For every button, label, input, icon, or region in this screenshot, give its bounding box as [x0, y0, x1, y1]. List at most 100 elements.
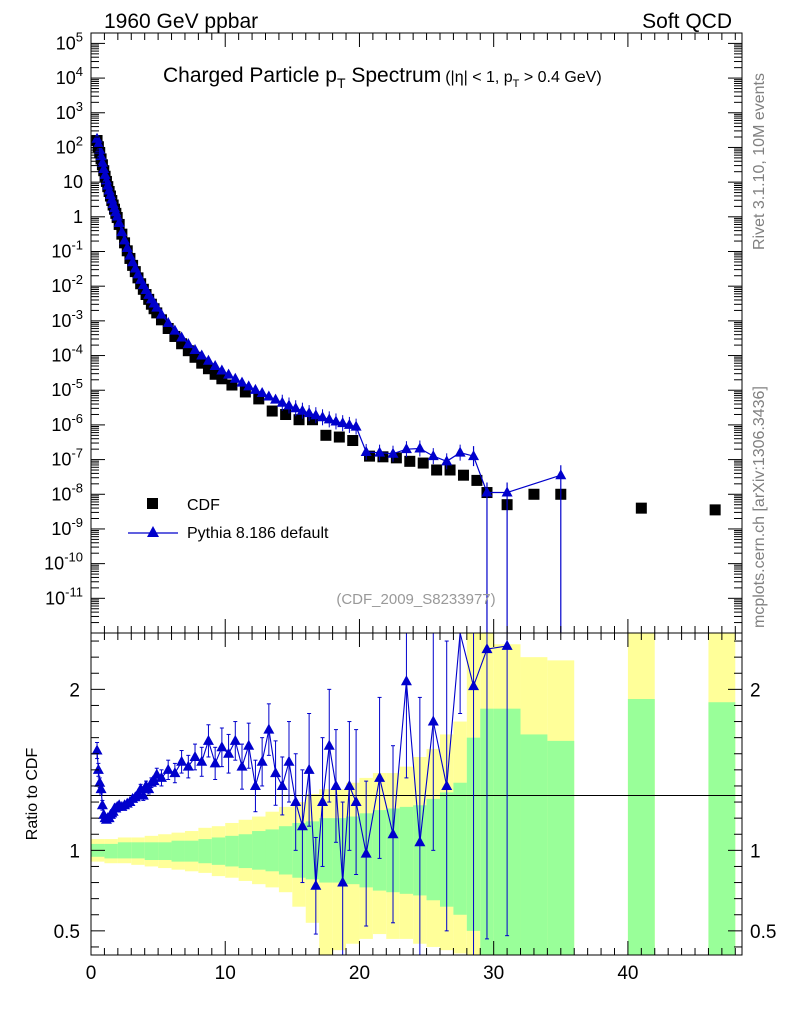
uncertainty-band-inner — [265, 829, 279, 872]
ratio-point — [374, 771, 386, 782]
chart-title: Charged Particle pT Spectrum (|η| < 1, pT… — [163, 64, 602, 91]
pythia-point — [501, 486, 513, 497]
pythia-point — [350, 420, 362, 431]
uncertainty-band-inner — [453, 782, 467, 915]
pythia-point — [303, 407, 315, 418]
ratio-panel: 0 10 20 30 40 0.5 0.5 1 1 2 2 Ratio to CDF — [24, 632, 776, 984]
cdf-point — [347, 435, 359, 447]
y-tick-label: 105 — [56, 29, 83, 53]
cdf-point — [320, 429, 332, 441]
pythia-point — [323, 413, 335, 424]
title-cuts2: > 0.4 GeV) — [519, 69, 601, 86]
uncertainty-band-inner — [627, 699, 655, 955]
x-tick-label: 30 — [483, 963, 504, 984]
ratio-point — [148, 775, 160, 786]
y-tick-label: 1 — [73, 207, 83, 227]
ratio-tick-label: 0.5 — [54, 922, 80, 943]
ratio-point — [283, 755, 295, 766]
ratio-point — [303, 763, 315, 774]
pythia-point — [196, 349, 208, 360]
ratio-point — [249, 779, 261, 790]
uncertainty-band-inner — [252, 831, 266, 870]
pythia-point — [182, 338, 194, 349]
ratio-point — [176, 755, 188, 766]
y-tick-label: 10-6 — [51, 411, 83, 435]
legend-cdf-label: CDF — [187, 497, 220, 514]
ratio-point — [189, 750, 201, 761]
pythia-point — [236, 376, 248, 387]
pythia-point — [343, 418, 355, 429]
uncertainty-band-inner — [319, 818, 333, 883]
uncertainty-band-inner — [131, 842, 145, 859]
y-tick-label: 102 — [56, 133, 83, 157]
ratio-point — [94, 776, 106, 787]
pythia-point — [98, 162, 110, 173]
ratio-point — [256, 755, 268, 766]
uncertainty-band-inner — [104, 843, 118, 859]
pythia-point — [155, 308, 167, 319]
pythia-point — [189, 343, 201, 354]
legend-pythia-label: Pythia 8.186 default — [187, 525, 329, 542]
uncertainty-band-inner — [211, 837, 226, 865]
ratio-bands — [91, 633, 736, 955]
rivet-version-label: Rivet 3.1.10, 10M events — [751, 73, 768, 250]
pythia-point — [229, 372, 241, 383]
cdf-point — [182, 345, 194, 357]
uncertainty-band-inner — [278, 826, 293, 875]
pythia-point — [113, 217, 125, 228]
ratio-point — [263, 723, 275, 734]
cdf-point — [306, 414, 318, 426]
cdf-point — [239, 386, 251, 398]
ratio-point — [96, 799, 108, 810]
main-panel: 10510410310210110-110-210-310-410-510-61… — [44, 29, 743, 634]
pythia-point — [202, 354, 214, 365]
ratio-point — [216, 741, 228, 752]
uncertainty-band-inner — [171, 840, 185, 862]
cdf-point — [377, 451, 389, 463]
uncertainty-band-inner — [520, 734, 548, 955]
ratio-axes: 0 10 20 30 40 0.5 0.5 1 1 2 2 — [54, 633, 776, 984]
cdf-point — [444, 464, 456, 476]
uncertainty-band-inner — [238, 834, 253, 869]
cdf-point — [431, 464, 443, 476]
legend-cdf-marker — [147, 498, 158, 509]
pythia-point — [111, 210, 123, 221]
category-label: Soft QCD — [642, 10, 732, 33]
pythia-point — [427, 450, 439, 461]
ratio-frame — [90, 632, 743, 956]
ratio-point — [360, 847, 372, 858]
ratio-point — [310, 879, 322, 890]
cdf-point — [417, 457, 429, 469]
pythia-point — [91, 132, 103, 143]
y-tick-label: 10-9 — [51, 515, 83, 539]
ratio-point — [236, 760, 248, 771]
pythia-point — [169, 324, 181, 335]
uncertainty-band-inner — [198, 839, 212, 864]
ratio-point — [91, 744, 103, 755]
legend: CDF Pythia 8.186 default — [128, 497, 329, 542]
y-tick-label: 10 — [63, 172, 83, 192]
uncertainty-band-inner — [225, 835, 239, 867]
uncertainty-band-inner — [708, 702, 736, 955]
ratio-point — [414, 836, 426, 847]
y-tick-label: 10-10 — [44, 550, 83, 574]
ratio-point — [155, 771, 167, 782]
cdf-point — [176, 338, 188, 350]
pythia-point — [96, 156, 108, 167]
ratio-point — [202, 734, 214, 745]
ratio-point — [323, 739, 335, 750]
cdf-point — [364, 450, 376, 462]
analysis-id: (CDF_2009_S8233977) — [336, 591, 495, 608]
x-tick-label: 40 — [617, 963, 638, 984]
title-main: Charged Particle p — [163, 64, 337, 87]
cdf-point — [528, 488, 540, 500]
ratio-point — [162, 763, 174, 774]
pythia-point — [162, 316, 174, 327]
ratio-point — [481, 643, 493, 654]
cdf-point — [162, 322, 174, 334]
ratio-point — [196, 755, 208, 766]
ratio-point — [427, 715, 439, 726]
ratio-point — [270, 767, 282, 778]
pythia-point — [94, 143, 106, 154]
